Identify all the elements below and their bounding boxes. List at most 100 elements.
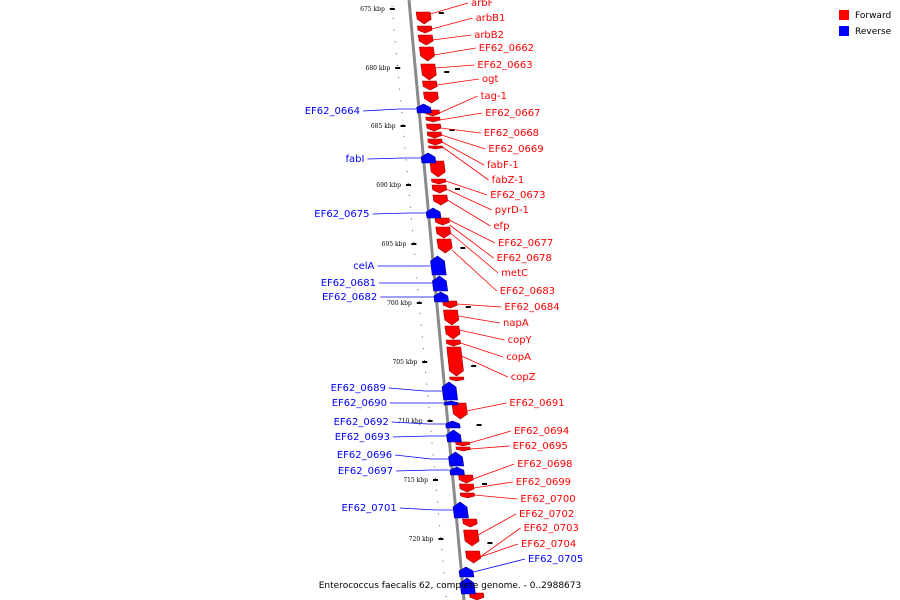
reverse-gene-block bbox=[443, 400, 459, 406]
minor-tick bbox=[404, 147, 406, 149]
forward-gene-block bbox=[442, 300, 458, 309]
forward-leader-line bbox=[474, 494, 518, 500]
forward-gene-block bbox=[446, 346, 464, 377]
forward-gene-block bbox=[444, 325, 461, 340]
forward-gene-block bbox=[459, 483, 475, 493]
reverse-leader-line bbox=[395, 454, 432, 460]
minor-tick bbox=[408, 194, 410, 196]
forward-leader-line bbox=[457, 315, 501, 324]
forward-leader-line bbox=[430, 2, 469, 15]
minor-tick bbox=[413, 242, 415, 243]
minor-tick bbox=[440, 537, 442, 538]
gene-features bbox=[415, 11, 485, 600]
reverse-gene-block bbox=[452, 501, 469, 519]
forward-gene-label: EF62_0667 bbox=[485, 108, 540, 119]
reverse-gene-label: EF62_0675 bbox=[314, 209, 369, 220]
minor-tick bbox=[407, 183, 409, 184]
minor-tick bbox=[431, 442, 433, 444]
minor-tick bbox=[399, 88, 401, 90]
forward-leader-line bbox=[448, 219, 496, 244]
reverse-gene-label: EF62_0664 bbox=[305, 106, 360, 117]
minor-tick bbox=[395, 53, 397, 55]
minor-tick bbox=[402, 124, 404, 125]
minor-tick bbox=[393, 29, 395, 31]
minor-tick bbox=[406, 171, 408, 173]
forward-gene-label: EF62_0677 bbox=[498, 238, 553, 249]
major-tick bbox=[449, 129, 455, 131]
minor-tick bbox=[429, 419, 431, 420]
forward-leader-line bbox=[439, 95, 478, 114]
minor-tick bbox=[435, 489, 437, 491]
reverse-gene-block bbox=[458, 566, 475, 578]
tick-label: 710 kbp bbox=[398, 418, 423, 425]
minor-tick bbox=[420, 324, 422, 326]
reverse-gene-block bbox=[416, 103, 432, 114]
forward-gene-label: EF62_0669 bbox=[488, 144, 543, 155]
major-tick bbox=[471, 365, 477, 367]
forward-gene-block bbox=[422, 80, 438, 91]
minor-tick bbox=[416, 277, 418, 279]
forward-leader-line bbox=[459, 329, 505, 341]
forward-gene-label: EF62_0702 bbox=[519, 509, 574, 520]
forward-gene-block bbox=[465, 550, 481, 564]
reverse-gene-block bbox=[448, 451, 465, 467]
forward-gene-block bbox=[459, 492, 475, 499]
forward-gene-block bbox=[431, 178, 447, 185]
tick-label: 675 kbp bbox=[360, 6, 385, 13]
minor-tick bbox=[428, 407, 430, 409]
reverse-leader-line bbox=[388, 387, 425, 392]
forward-leader-line bbox=[460, 342, 504, 358]
major-tick bbox=[476, 424, 482, 426]
tick-label: 720 kbp bbox=[409, 536, 434, 543]
forward-leader-line bbox=[461, 355, 508, 378]
minor-tick bbox=[442, 560, 444, 562]
forward-gene-block bbox=[428, 145, 443, 150]
minor-tick bbox=[405, 159, 407, 161]
forward-gene-label: copY bbox=[508, 335, 533, 346]
forward-leader-line bbox=[466, 402, 507, 412]
genome-caption: Enterococcus faecalis 62, complete genom… bbox=[319, 581, 582, 591]
forward-gene-label: arbB1 bbox=[476, 13, 506, 24]
forward-gene-label: EF62_0683 bbox=[500, 286, 555, 297]
forward-leader-line bbox=[433, 47, 476, 56]
major-tick bbox=[482, 483, 487, 485]
forward-gene-label: EF62_0695 bbox=[513, 441, 568, 452]
major-tick bbox=[444, 71, 450, 73]
reverse-leader-line bbox=[372, 212, 409, 215]
forward-gene-block bbox=[445, 339, 462, 347]
forward-gene-block bbox=[423, 91, 439, 104]
minor-tick bbox=[432, 454, 434, 456]
reverse-leader-line bbox=[473, 558, 526, 573]
minor-tick bbox=[439, 525, 441, 527]
forward-leader-line bbox=[449, 224, 494, 259]
minor-tick bbox=[438, 513, 440, 515]
forward-gene-block bbox=[420, 63, 437, 81]
major-tick bbox=[433, 479, 438, 481]
forward-gene-block bbox=[462, 518, 478, 528]
reverse-gene-block bbox=[420, 152, 437, 164]
reverse-leader-line bbox=[399, 507, 436, 511]
minor-tick bbox=[391, 6, 393, 7]
minor-tick bbox=[445, 596, 447, 597]
reverse-gene-label: fabI bbox=[346, 154, 365, 165]
major-tick bbox=[427, 420, 433, 422]
reverse-gene-block bbox=[425, 207, 442, 219]
forward-gene-label: EF62_0678 bbox=[497, 253, 552, 264]
forward-gene-label: EF62_0694 bbox=[514, 426, 569, 437]
forward-gene-label: arbB2 bbox=[474, 30, 504, 41]
major-tick bbox=[395, 67, 401, 69]
tick-label: 705 kbp bbox=[392, 359, 417, 366]
minor-tick bbox=[424, 360, 425, 361]
tick-label: 680 kbp bbox=[366, 65, 391, 72]
reverse-gene-block bbox=[431, 275, 449, 292]
reverse-leader-line bbox=[362, 108, 400, 112]
reverse-gene-label: EF62_0696 bbox=[337, 450, 392, 461]
forward-gene-block bbox=[455, 446, 471, 452]
reverse-gene-label: EF62_0692 bbox=[334, 417, 389, 428]
minor-tick bbox=[419, 312, 421, 314]
forward-gene-label: efp bbox=[493, 221, 509, 232]
major-tick bbox=[454, 188, 460, 190]
forward-gene-block bbox=[425, 116, 441, 123]
